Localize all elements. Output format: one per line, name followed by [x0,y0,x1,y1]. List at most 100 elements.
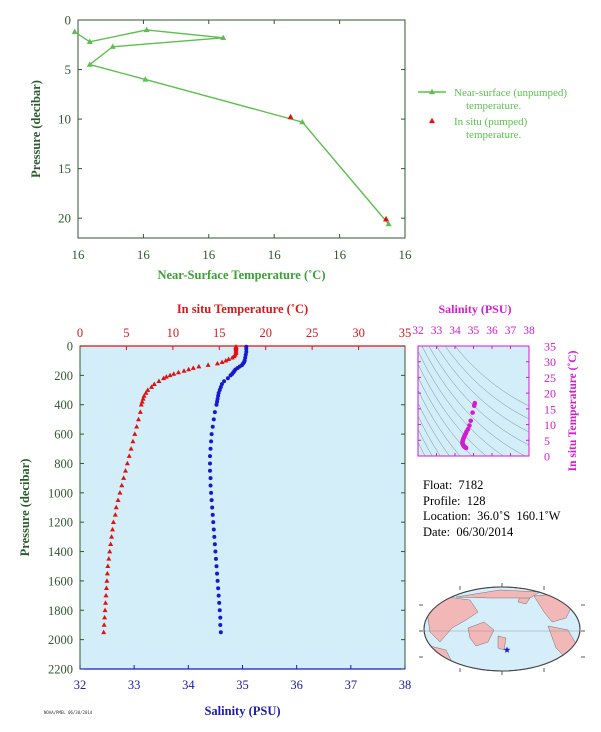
temperature-point [138,402,144,407]
temperature-point [136,416,141,422]
temperature-point [196,363,202,369]
legend-marker-in-situ [429,117,435,124]
y-tick-label: 1800 [48,604,73,618]
top-tick-label: 10 [167,326,180,340]
map-land [497,635,507,651]
plot-frame [77,19,406,239]
ts-point [467,423,472,428]
top-tick-label: 30 [352,326,365,340]
temperature-point [108,541,114,547]
salinity-point [210,424,215,429]
salinity-point [222,379,227,384]
near-surface-point [71,28,78,35]
temperature-point [149,384,154,389]
ts-point [470,410,475,415]
salinity-point [228,373,233,378]
top-tick-label: 20 [259,326,272,340]
temperature-point [101,629,107,635]
ts-x-tick-label: 35 [468,325,480,337]
temperature-point [226,356,232,362]
temperature-point [123,468,128,473]
bottom-tick-label: 34 [182,678,195,692]
x-tick-label: 16 [72,247,86,262]
ts-y-tick-label: 5 [544,434,550,448]
near-surface-legend: Near-surface (unpumped)temperature.In si… [418,87,567,141]
temperature-point [229,355,235,360]
plot-area [79,345,406,670]
near-surface-point [142,76,149,82]
y-tick-label: 0 [67,340,73,354]
temperature-point [103,592,109,598]
temperature-point [110,519,116,524]
salinity-point [213,556,218,561]
y-tick-label: 400 [54,398,73,412]
salinity-point [218,622,223,627]
temperature-point [124,460,130,466]
x-tick-label: 16 [202,247,216,262]
temperature-point [128,446,134,451]
profile-number: Profile: 128 [423,493,486,508]
float-id: Float: 7182 [423,478,484,492]
temperature-point [132,431,138,436]
salinity-point [209,432,214,437]
salinity-point [216,593,221,598]
temperature-point [104,578,110,583]
near-surface-point [86,61,93,67]
salinity-point [211,527,216,532]
ts-x-tick-label: 33 [431,325,443,337]
bottom-tick-label: 37 [345,678,358,692]
legend-label: temperature. [466,129,522,141]
salinity-point [210,512,215,517]
salinity-point [212,542,217,547]
near-surface-point [299,118,306,125]
density-contour [418,350,504,456]
salinity-point [208,446,213,451]
temperature-point [107,548,113,554]
temperature-point [186,366,192,372]
y-tick-label: 5 [65,62,72,77]
top-tick-label: 35 [399,326,412,340]
temperature-point [102,607,108,613]
x-tick-label: 16 [137,247,151,262]
temperature-point [151,381,157,386]
salinity-point [209,490,214,495]
salinity-point [213,549,218,554]
temperature-point [119,482,125,488]
x-tick-label: 16 [333,247,347,262]
temperature-point [134,424,140,429]
bottom-axis-label: Salinity (PSU) [204,704,280,718]
ts-y-tick-label: 25 [544,371,556,385]
location-map [419,583,585,675]
salinity-point [208,461,212,466]
temperature-point [117,490,123,495]
bottom-tick-label: 32 [74,678,87,692]
ts-point [468,418,474,424]
y-tick-label: 2000 [48,633,73,647]
ts-y-tick-label: 20 [544,387,556,401]
y-tick-label: 200 [54,369,73,383]
float-location: Location: 36.0˚S 160.1˚W [423,509,561,523]
y-tick-label: 800 [54,457,73,471]
x-tick-label: 16 [268,247,282,262]
in-situ-point [287,113,294,120]
ts-y-tick-label: 0 [544,450,550,464]
salinity-point [211,520,216,525]
x-tick-label: 16 [399,247,413,262]
salinity-point [212,534,217,539]
temperature-point [104,570,110,576]
temperature-point [167,372,173,378]
ts-x-tick-label: 38 [523,325,535,337]
map-land [425,596,479,643]
temperature-point [145,387,151,392]
ts-y-tick-label: 35 [544,340,556,354]
density-contour [444,346,529,420]
y-tick-label: 1000 [48,486,73,500]
top-tick-label: 5 [123,326,129,340]
salinity-point [215,571,220,576]
temperature-point [141,393,147,398]
ts-x-tick-label: 34 [449,325,461,337]
density-contour [418,415,441,456]
near-surface-point [385,220,392,227]
